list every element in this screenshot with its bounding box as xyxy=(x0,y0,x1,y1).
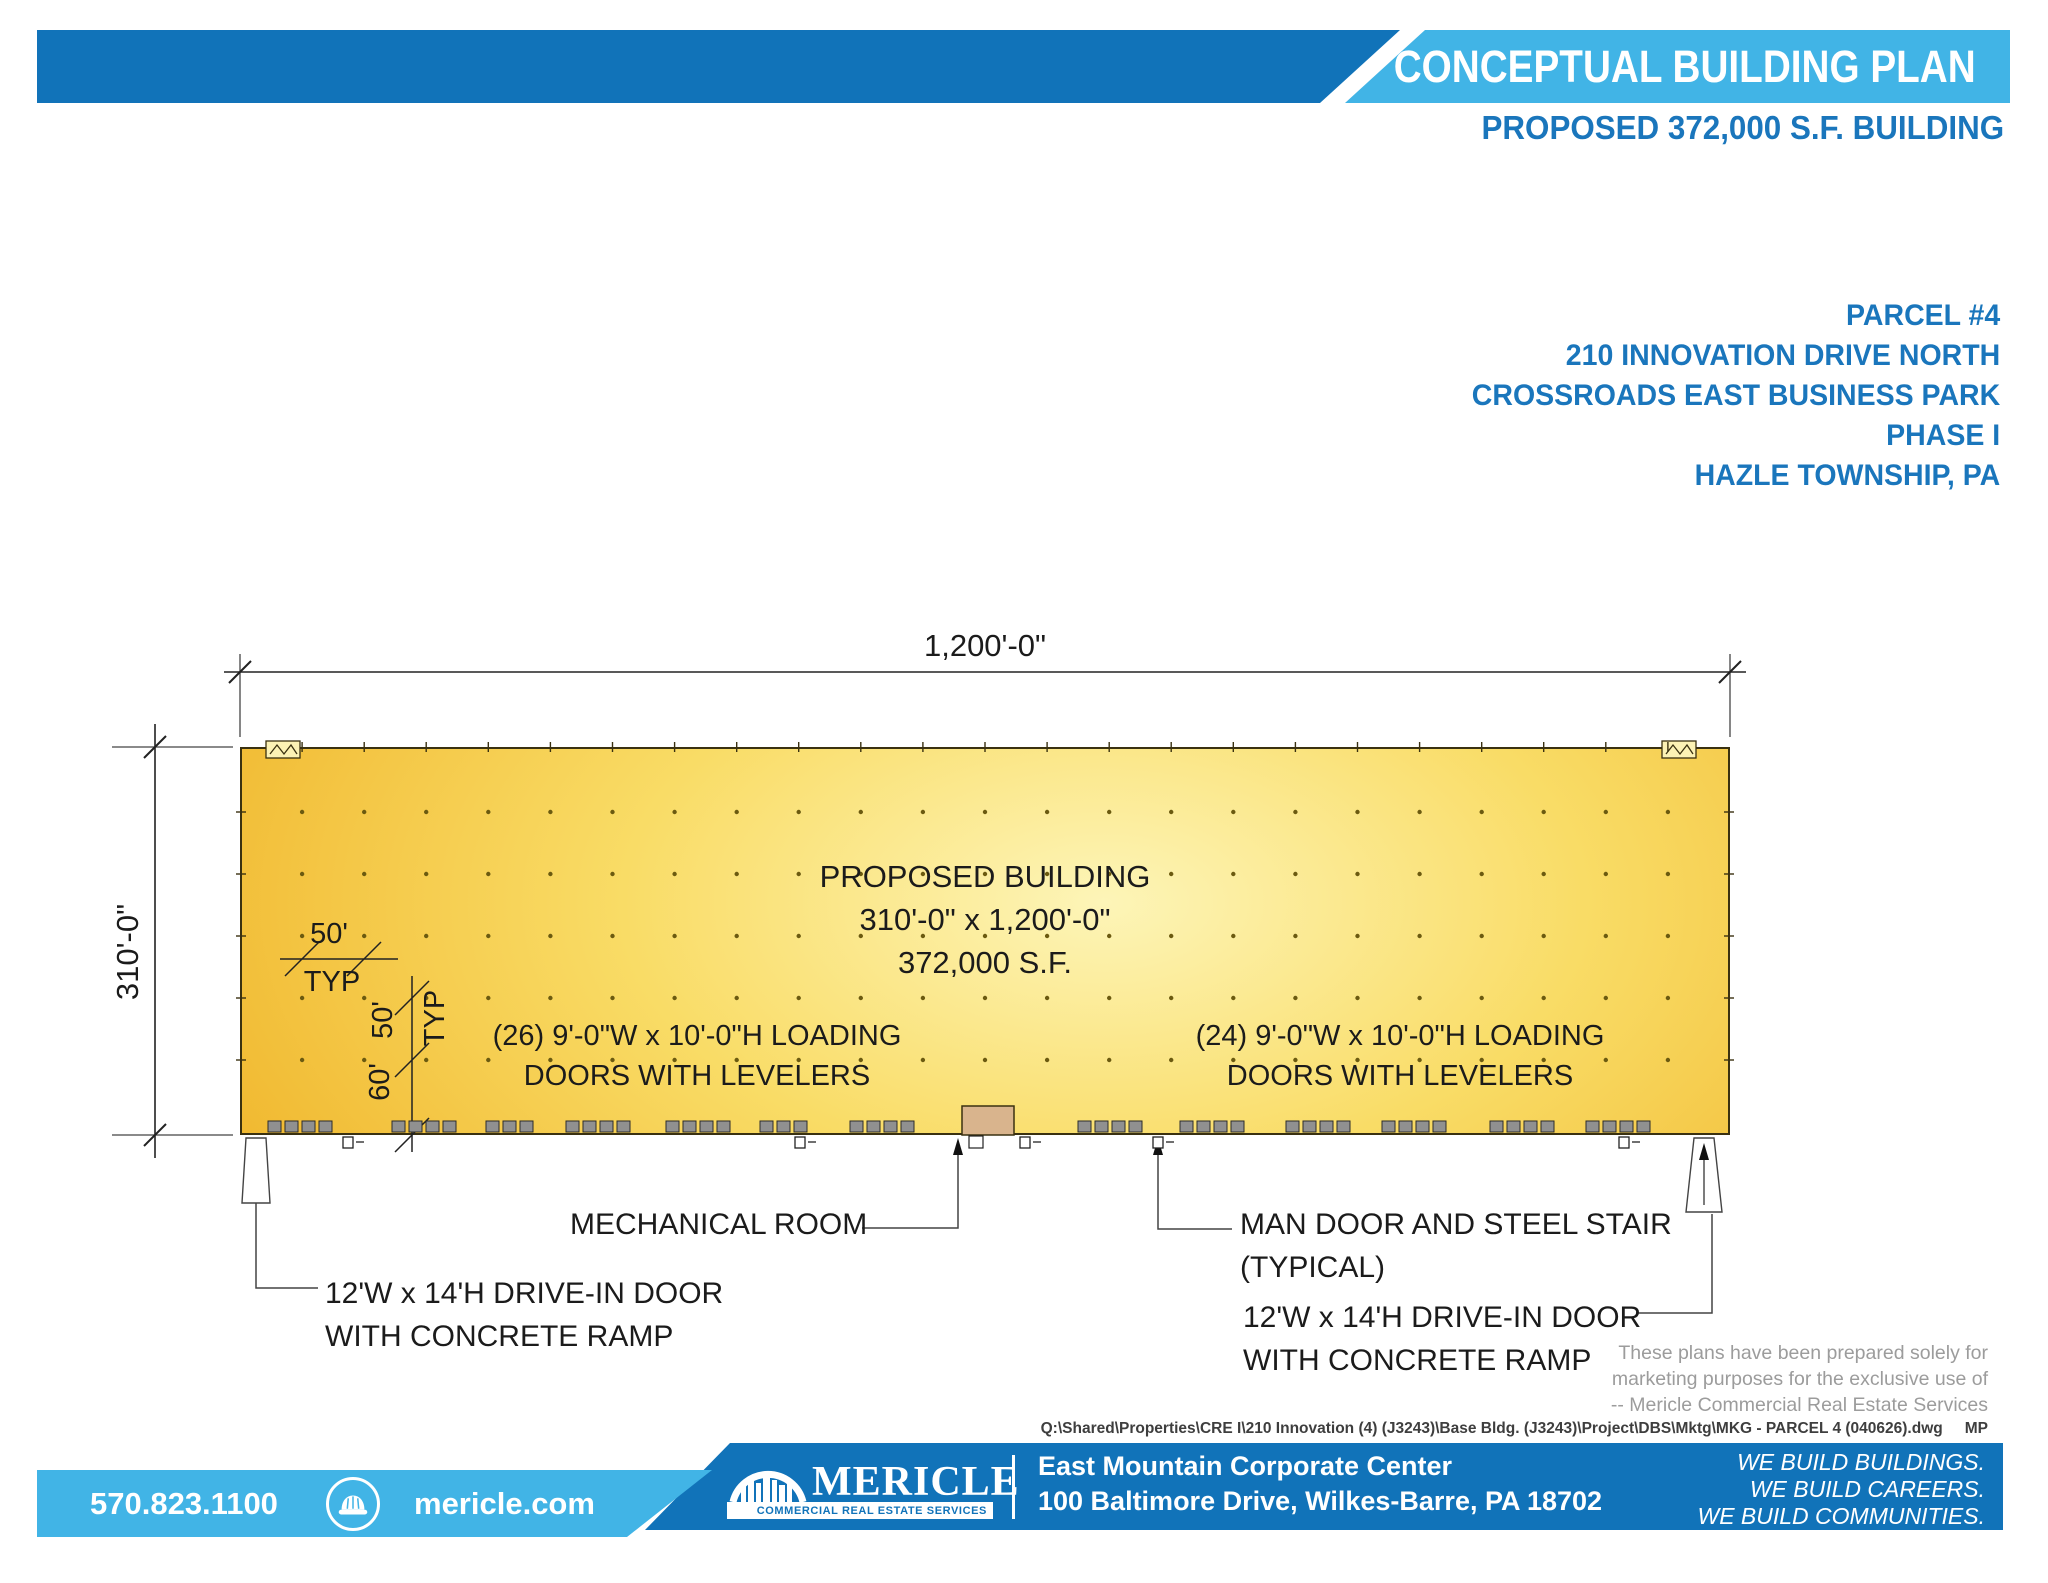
page-subtitle: PROPOSED 372,000 S.F. BUILDING xyxy=(1481,109,2004,146)
bay-width-value: 50' xyxy=(310,918,348,950)
right-loading-doors-line2: DOORS WITH LEVELERS xyxy=(1226,1060,1574,1092)
leader-left-drive-in xyxy=(251,1139,318,1289)
drawing-file-reference: Q:\Shared\Properties\CRE I\210 Innovatio… xyxy=(1041,1420,1988,1438)
leader-man-door xyxy=(1153,1138,1232,1230)
building-title: PROPOSED BUILDING xyxy=(819,859,1151,894)
company-slogan: WE BUILD BUILDINGS. WE BUILD CAREERS. WE… xyxy=(1697,1449,1985,1530)
building-label-block: PROPOSED BUILDING 310'-0" x 1,200'-0" 37… xyxy=(735,855,1235,984)
mericle-logo-tagline-bar: COMMERCIAL REAL ESTATE SERVICES xyxy=(727,1502,993,1519)
left-loading-doors-line2: DOORS WITH LEVELERS xyxy=(523,1060,871,1092)
top-dimension-lines xyxy=(224,654,1746,737)
left-drive-in-label: 12'W x 14'H DRIVE-IN DOOR WITH CONCRETE … xyxy=(325,1272,723,1358)
man-door-label: MAN DOOR AND STEEL STAIR (TYPICAL) xyxy=(1240,1203,1672,1289)
dimension-height-label: 310'-0" xyxy=(110,903,145,1001)
disclaimer-text: These plans have been prepared solely fo… xyxy=(1611,1340,1988,1418)
drive-in-ramp-right xyxy=(1685,1137,1723,1213)
website-link[interactable]: mericle.com xyxy=(414,1486,595,1521)
drive-in-ramp-left xyxy=(241,1137,271,1204)
leader-mechanical-room xyxy=(862,1138,963,1229)
address-line: 210 INNOVATION DRIVE NORTH xyxy=(1565,339,2000,372)
disclaimer-line: These plans have been prepared solely fo… xyxy=(1618,1342,1988,1364)
header-band-light: CONCEPTUAL BUILDING PLAN xyxy=(1345,30,2010,103)
address-line: PARCEL #4 xyxy=(1845,299,2000,332)
dimension-width-label: 1,200'-0" xyxy=(923,628,1047,663)
right-loading-doors-line1: (24) 9'-0"W x 10'-0"H LOADING xyxy=(1195,1020,1605,1052)
company-address-line2: 100 Baltimore Drive, Wilkes-Barre, PA 18… xyxy=(1038,1486,1603,1516)
disclaimer-line: -- Mericle Commercial Real Estate Servic… xyxy=(1610,1394,1988,1416)
bay-width-typ: TYP xyxy=(303,966,361,998)
bay-depth-value: 50' xyxy=(367,1001,399,1039)
address-line: CROSSROADS EAST BUSINESS PARK xyxy=(1471,379,2000,412)
hard-hat-icon xyxy=(326,1477,380,1531)
address-line: PHASE I xyxy=(1885,419,2000,452)
left-loading-doors-label: (26) 9'-0"W x 10'-0"H LOADING DOORS WITH… xyxy=(437,1016,957,1096)
mericle-logo-skyline-icon xyxy=(729,1470,807,1503)
footer-divider xyxy=(1012,1455,1015,1519)
slogan-line: WE BUILD CAREERS. xyxy=(1749,1476,1985,1502)
right-loading-doors-label: (24) 9'-0"W x 10'-0"H LOADING DOORS WITH… xyxy=(1140,1016,1660,1096)
end-bay-value: 60' xyxy=(364,1063,396,1101)
header-band-dark xyxy=(37,30,1400,103)
company-address: East Mountain Corporate Center 100 Balti… xyxy=(1038,1449,1602,1519)
phone-number: 570.823.1100 xyxy=(90,1486,278,1521)
drafter-initials: MP xyxy=(1964,1420,1988,1437)
file-path: Q:\Shared\Properties\CRE I\210 Innovatio… xyxy=(1040,1420,1943,1437)
right-drive-in-label: 12'W x 14'H DRIVE-IN DOOR WITH CONCRETE … xyxy=(1243,1296,1641,1382)
building-area: 372,000 S.F. xyxy=(897,945,1073,980)
man-door-symbols xyxy=(342,1136,1640,1149)
man-door-line2: (TYPICAL) xyxy=(1240,1251,1386,1284)
company-address-line1: East Mountain Corporate Center xyxy=(1038,1451,1453,1481)
left-drive-in-line2: WITH CONCRETE RAMP xyxy=(325,1320,674,1353)
man-door-line1: MAN DOOR AND STEEL STAIR xyxy=(1240,1208,1672,1241)
disclaimer-line: marketing purposes for the exclusive use… xyxy=(1611,1368,1988,1390)
left-drive-in-line1: 12'W x 14'H DRIVE-IN DOOR xyxy=(325,1277,724,1310)
page-title: CONCEPTUAL BUILDING PLAN xyxy=(1394,41,1976,92)
building-dimensions: 310'-0" x 1,200'-0" xyxy=(859,902,1111,937)
mechanical-room-label: MECHANICAL ROOM xyxy=(570,1208,868,1241)
hard-hat-glyph xyxy=(338,1495,368,1515)
mericle-logo-tagline: COMMERCIAL REAL ESTATE SERVICES xyxy=(756,1504,987,1517)
right-drive-in-line1: 12'W x 14'H DRIVE-IN DOOR xyxy=(1243,1301,1642,1334)
slogan-line: WE BUILD BUILDINGS. xyxy=(1737,1449,1985,1475)
property-address-block: PARCEL #4 210 INNOVATION DRIVE NORTH CRO… xyxy=(1472,296,2000,496)
slogan-line: WE BUILD COMMUNITIES. xyxy=(1697,1503,1985,1529)
mericle-logo-wordmark: MERICLE xyxy=(812,1459,1020,1505)
right-drive-in-line2: WITH CONCRETE RAMP xyxy=(1243,1344,1592,1377)
bay-depth-typ: TYP xyxy=(419,989,451,1047)
address-line: HAZLE TOWNSHIP, PA xyxy=(1694,459,2000,492)
left-loading-doors-line1: (26) 9'-0"W x 10'-0"H LOADING xyxy=(492,1020,902,1052)
